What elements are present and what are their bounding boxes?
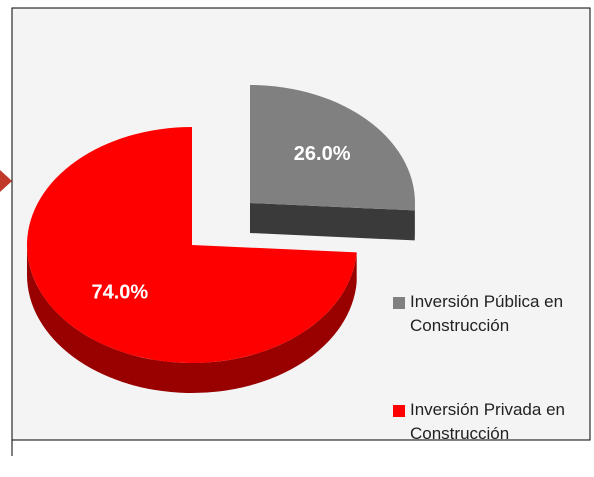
legend-swatch [393,297,405,309]
data-label: 74.0% [91,282,148,304]
legend-label: Inversión Pública en Construcción [410,292,564,335]
legend-swatch [393,405,405,417]
slice [250,85,415,211]
slice-cut [250,203,415,241]
slice [26,127,357,363]
slice-side [27,245,357,393]
arrow [0,170,12,192]
data-label: 26.0% [294,143,351,165]
legend-label: Inversión Privada en Construcción [410,400,565,443]
